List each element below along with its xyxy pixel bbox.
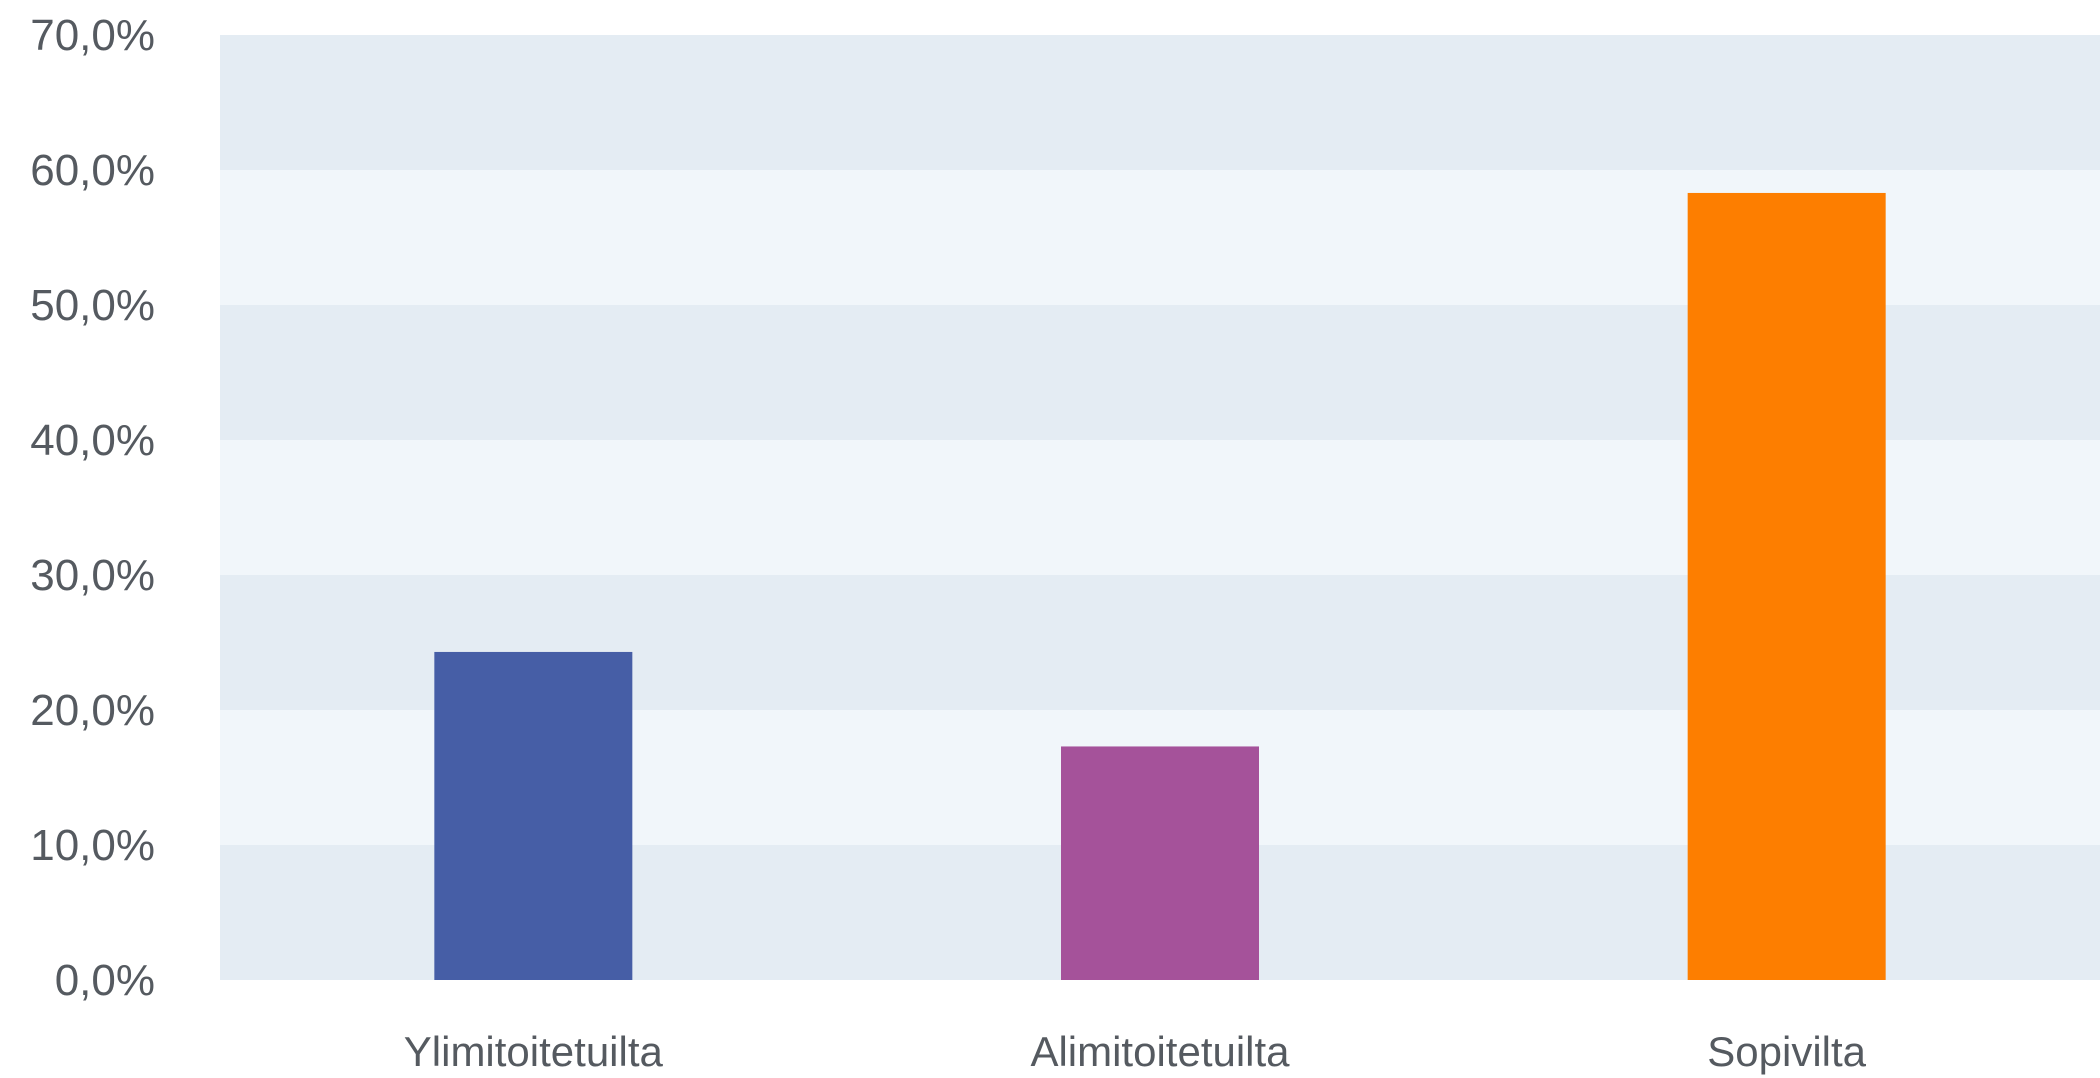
y-tick-label: 20,0% xyxy=(30,686,155,735)
y-tick-label: 30,0% xyxy=(30,551,155,600)
x-category-label: Sopivilta xyxy=(1707,1028,1866,1075)
bars xyxy=(434,192,1886,980)
y-tick-label: 40,0% xyxy=(30,416,155,465)
background-band xyxy=(220,35,2100,170)
bar-alimitoitetuilta xyxy=(1061,746,1259,980)
y-axis-tick-labels: 0,0% 10,0% 20,0% 30,0% 40,0% 50,0% 60,0% 70,0% xyxy=(30,11,155,1005)
y-tick-label: 0,0% xyxy=(55,956,155,1005)
x-category-label: Ylimitoitetuilta xyxy=(404,1028,664,1075)
y-tick-label: 60,0% xyxy=(30,146,155,195)
y-tick-label: 50,0% xyxy=(30,281,155,330)
bar-sopivilta xyxy=(1687,192,1886,980)
y-tick-label: 10,0% xyxy=(30,821,155,870)
x-category-label: Alimitoitetuilta xyxy=(1030,1028,1290,1075)
y-tick-label: 70,0% xyxy=(30,11,155,60)
x-axis-category-labels: Ylimitoitetuilta Alimitoitetuilta Sopivilt… xyxy=(404,1028,1867,1075)
bar-ylimitoitetuilta xyxy=(434,651,633,980)
